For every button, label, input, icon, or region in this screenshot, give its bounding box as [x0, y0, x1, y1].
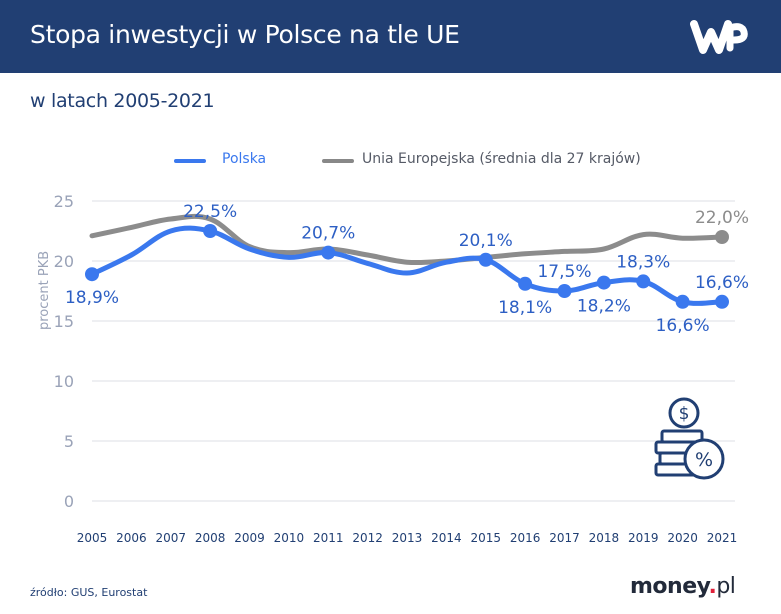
y-tick-label: 15: [54, 312, 74, 331]
chart-title: Stopa inwestycji w Polsce na tle UE: [30, 20, 460, 49]
y-tick-label: 20: [54, 252, 74, 271]
x-tick-label: 2005: [77, 531, 108, 545]
legend-swatch-eu: [322, 159, 354, 163]
chart-subtitle: w latach 2005-2021: [30, 90, 215, 112]
data-label-polska: 20,7%: [301, 224, 355, 244]
data-point-polska: [636, 274, 651, 289]
x-tick-label: 2009: [234, 531, 265, 545]
data-point-polska: [203, 224, 218, 238]
y-tick-label: 5: [64, 432, 74, 451]
data-label-polska: 20,1%: [459, 231, 513, 251]
x-tick-label: 2012: [352, 531, 383, 545]
header-bar: Stopa inwestycji w Polsce na tle UE: [0, 0, 781, 73]
y-tick-label: 25: [54, 192, 74, 211]
x-tick-label: 2021: [707, 531, 738, 545]
wp-logo-icon: [690, 20, 748, 54]
legend-label-polska: Polska: [222, 151, 267, 167]
data-label-polska: 18,2%: [577, 297, 631, 317]
series-line-polska: [89, 225, 725, 306]
svg-text:$: $: [679, 404, 690, 424]
x-tick-label: 2015: [470, 531, 501, 545]
x-tick-label: 2013: [392, 531, 423, 545]
data-label-polska: 16,6%: [656, 316, 710, 336]
data-point-polska: [715, 294, 729, 309]
y-tick-label: 0: [64, 492, 74, 511]
x-tick-label: 2016: [510, 531, 541, 545]
legend-swatch-polska: [174, 159, 206, 163]
brand-dot: .: [708, 574, 717, 599]
data-label-eu: 22,0%: [695, 208, 749, 228]
x-tick-label: 2011: [313, 531, 344, 545]
data-label-polska: 16,6%: [695, 273, 749, 293]
data-point-polska: [518, 276, 533, 291]
svg-text:%: %: [695, 449, 713, 471]
x-tick-label: 2017: [549, 531, 580, 545]
x-tick-label: 2010: [274, 531, 305, 545]
brand-main: money: [630, 574, 709, 599]
data-label-polska: 18,1%: [498, 298, 552, 318]
legend-label-eu: Unia Europejska (średnia dla 27 krajów): [362, 151, 641, 167]
series-line-eu: [89, 213, 725, 266]
x-tick-label: 2020: [667, 531, 698, 545]
x-tick-label: 2007: [155, 531, 186, 545]
data-label-polska: 18,9%: [65, 288, 119, 308]
coins-percent-icon: $ %: [654, 397, 725, 480]
brand-logo: money.pl: [630, 574, 736, 599]
x-tick-label: 2006: [116, 531, 147, 545]
data-label-polska: 22,5%: [183, 202, 237, 222]
data-point-polska: [675, 294, 690, 309]
data-label-polska: 17,5%: [537, 262, 591, 282]
data-point-polska: [557, 284, 572, 298]
x-tick-label: 2008: [195, 531, 226, 545]
data-point-polska: [478, 252, 493, 267]
x-tick-label: 2018: [589, 531, 620, 545]
x-tick-label: 2019: [628, 531, 659, 545]
data-point-polska: [321, 245, 336, 260]
source-note: źródło: GUS, Eurostat: [30, 586, 148, 599]
data-label-polska: 18,3%: [616, 252, 670, 272]
x-tick-label: 2014: [431, 531, 462, 545]
data-point-polska: [596, 275, 611, 290]
brand-tld: pl: [716, 574, 736, 599]
y-tick-label: 10: [54, 372, 74, 391]
data-point-polska: [85, 267, 99, 282]
data-point-eu: [715, 230, 729, 244]
